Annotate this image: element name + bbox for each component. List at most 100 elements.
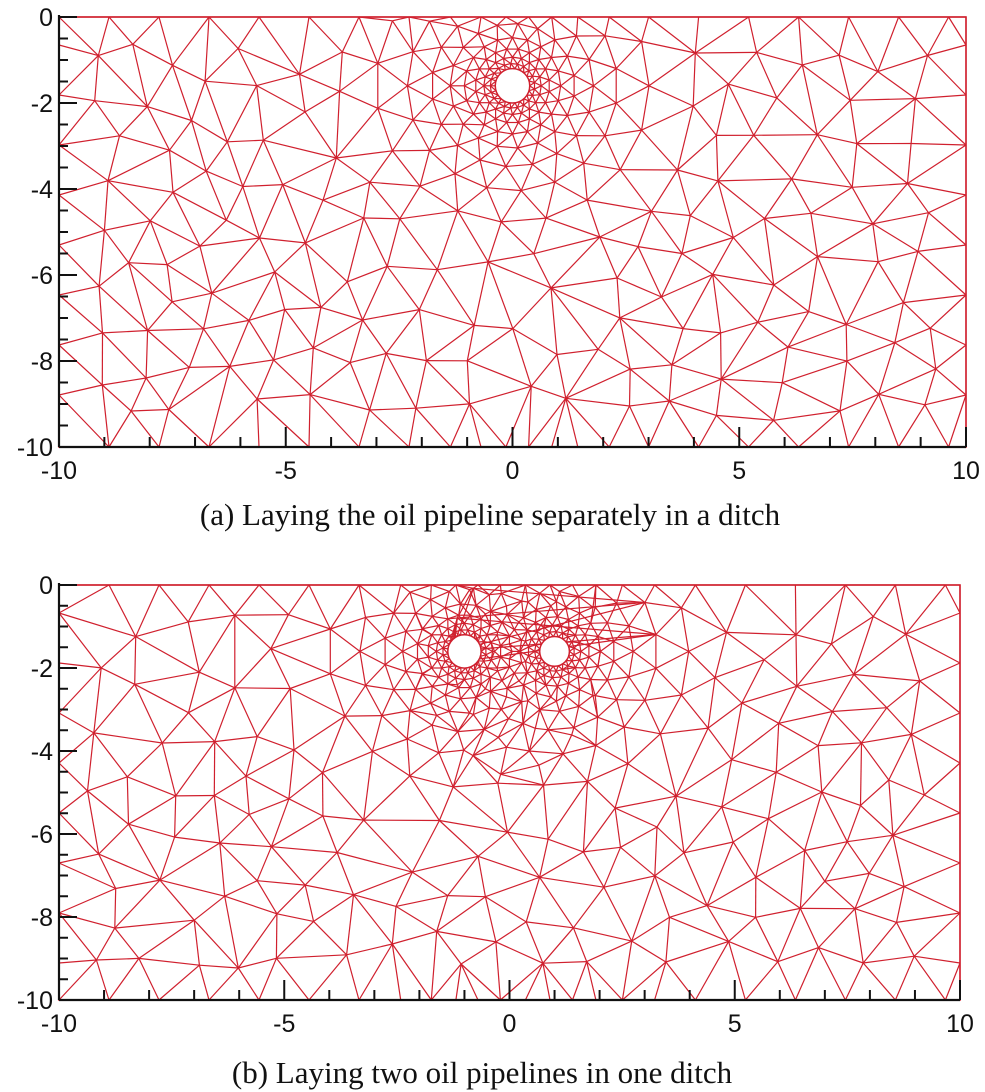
mesh-edge: [158, 16, 174, 66]
mesh-edge: [798, 16, 803, 65]
mesh-edge: [537, 16, 553, 30]
mesh-edge: [510, 107, 514, 115]
mesh-edge: [531, 76, 536, 83]
mesh-edge: [440, 46, 454, 66]
mesh-edge: [654, 584, 682, 609]
mesh-edge: [454, 145, 459, 174]
mesh-edge: [698, 415, 717, 448]
mesh-edge: [462, 113, 474, 125]
mesh-edge: [225, 186, 244, 221]
mesh-edge: [457, 137, 479, 146]
mesh-edge: [490, 642, 496, 652]
mesh-edge: [861, 742, 890, 781]
mesh-edge: [475, 68, 480, 81]
mesh-edge: [463, 85, 468, 101]
mesh-edge: [654, 961, 667, 1001]
mesh-edge: [512, 328, 558, 356]
mesh-edge: [384, 637, 403, 652]
mesh-edge: [545, 617, 553, 626]
mesh-edge: [405, 628, 423, 632]
mesh-edge: [166, 245, 201, 266]
mesh-edge: [275, 913, 278, 959]
x-tick-label: 10: [952, 457, 980, 485]
mesh-edge: [556, 695, 567, 702]
mesh-edge: [898, 404, 926, 448]
mesh-edge: [757, 321, 789, 348]
mesh-edge: [193, 920, 200, 966]
mesh-edge: [566, 55, 575, 76]
mesh-edge: [528, 80, 535, 84]
mesh-edge: [551, 16, 577, 37]
mesh-edge: [536, 631, 544, 636]
mesh-edge: [716, 414, 774, 421]
mesh-edge: [488, 62, 497, 70]
mesh-edge: [237, 47, 300, 75]
mesh-edge: [597, 716, 625, 728]
mesh-edge: [128, 262, 149, 331]
mesh-edge: [510, 56, 514, 64]
mesh-edge: [520, 58, 525, 67]
mesh-edge: [531, 385, 566, 399]
mesh-edge: [431, 584, 450, 592]
mesh-edge: [107, 180, 151, 222]
mesh-edge: [313, 319, 363, 349]
mesh-edge: [892, 794, 925, 836]
mesh-edge: [512, 56, 522, 60]
mesh-edge: [584, 656, 590, 669]
mesh-edge: [545, 217, 600, 238]
mesh-edge: [365, 664, 386, 686]
mesh-edge: [438, 618, 449, 626]
mesh-edge: [460, 941, 497, 965]
mesh-edge: [501, 592, 522, 602]
mesh-edge: [539, 592, 552, 607]
mesh-edge: [796, 673, 855, 687]
mesh-edge: [660, 253, 683, 298]
mesh-edge: [483, 78, 492, 87]
mesh-edge: [501, 621, 515, 631]
mesh-edge: [534, 81, 542, 87]
mesh-edge: [282, 184, 324, 201]
mesh-edge: [465, 667, 469, 674]
mesh-edge: [168, 409, 210, 448]
mesh-edge: [353, 894, 397, 907]
mesh-edge: [224, 880, 258, 897]
mesh-edge: [198, 614, 236, 673]
mesh-edge: [193, 895, 226, 921]
mesh-edge: [391, 906, 397, 945]
mesh-edge: [483, 118, 496, 126]
mesh-edge: [608, 405, 631, 448]
mesh-edge: [522, 722, 536, 729]
mesh-edge: [97, 16, 110, 56]
mesh-edge: [305, 884, 354, 896]
mesh-edge: [590, 666, 599, 680]
mesh-edge: [522, 672, 528, 686]
mesh-edge: [454, 173, 459, 211]
mesh-edge: [567, 111, 590, 117]
mesh-edge: [872, 223, 879, 262]
mesh-edge: [219, 842, 226, 897]
mesh-edge: [208, 967, 239, 1001]
mesh-edge: [93, 732, 163, 744]
mesh-edge: [500, 764, 539, 775]
mesh-edge: [894, 302, 904, 343]
mesh-edge: [854, 908, 897, 923]
mesh-edge: [562, 628, 570, 634]
mesh-edge: [619, 317, 631, 370]
mesh-edge: [489, 690, 502, 710]
mesh-edge: [824, 872, 870, 882]
mesh-edge: [494, 645, 502, 652]
mesh-edge: [305, 217, 364, 244]
mesh-edge: [604, 35, 642, 43]
mesh-edge: [622, 961, 667, 1001]
mesh-edge: [562, 744, 596, 755]
mesh-edge: [537, 131, 556, 144]
mesh-edge: [548, 727, 574, 731]
mesh-edge: [851, 143, 858, 188]
mesh-edge: [363, 775, 411, 821]
mesh-edge: [845, 323, 896, 344]
mesh-edge: [432, 85, 451, 100]
mesh-edge: [234, 687, 258, 737]
mesh-edge: [475, 594, 490, 606]
mesh-edge: [472, 755, 499, 784]
panel-b-axes: [57, 583, 961, 1002]
